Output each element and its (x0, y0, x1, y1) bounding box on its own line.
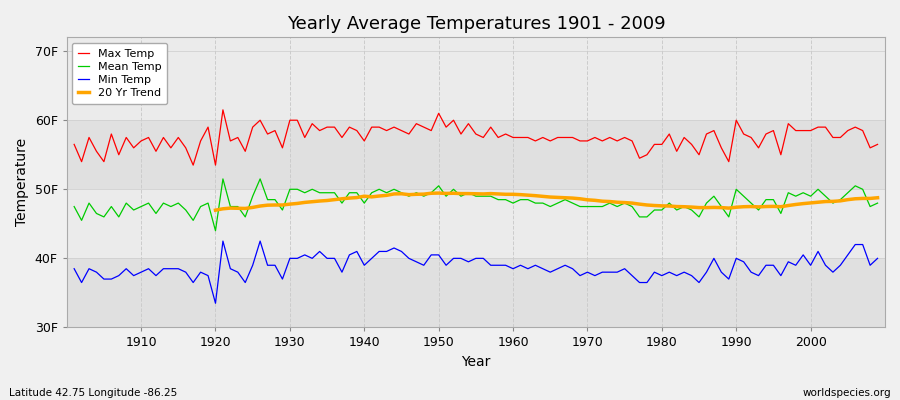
X-axis label: Year: Year (461, 355, 491, 369)
Min Temp (210, 301, 220, 306)
Min Temp (68, 266, 79, 271)
Max Temp (129, 146, 140, 150)
Min Temp (515, 263, 526, 268)
Bar (67, 51, 885, 120)
20 Yr Trend (300, 200, 310, 205)
Max Temp (218, 108, 229, 112)
Y-axis label: Temperature: Temperature (15, 138, 29, 226)
Mean Temp (612, 204, 623, 209)
Mean Temp (515, 197, 526, 202)
20 Yr Trend (783, 203, 794, 208)
Text: Latitude 42.75 Longitude -86.25: Latitude 42.75 Longitude -86.25 (9, 388, 177, 398)
20 Yr Trend (411, 192, 422, 197)
Line: Min Temp: Min Temp (74, 241, 878, 303)
Line: Max Temp: Max Temp (74, 110, 878, 165)
Legend: Max Temp, Mean Temp, Min Temp, 20 Yr Trend: Max Temp, Mean Temp, Min Temp, 20 Yr Tre… (72, 43, 167, 104)
20 Yr Trend (433, 191, 444, 196)
Bar (67, 189, 885, 258)
Mean Temp (129, 208, 140, 212)
Text: worldspecies.org: worldspecies.org (803, 388, 891, 398)
20 Yr Trend (850, 196, 860, 201)
Max Temp (307, 121, 318, 126)
Mean Temp (218, 176, 229, 181)
Max Temp (523, 135, 534, 140)
Mean Temp (872, 201, 883, 206)
Max Temp (515, 135, 526, 140)
Bar (67, 258, 885, 328)
Max Temp (612, 138, 623, 143)
Min Temp (351, 249, 362, 254)
Title: Yearly Average Temperatures 1901 - 2009: Yearly Average Temperatures 1901 - 2009 (286, 15, 665, 33)
Mean Temp (210, 228, 220, 233)
Mean Temp (68, 204, 79, 209)
20 Yr Trend (872, 195, 883, 200)
Min Temp (612, 270, 623, 274)
Line: Mean Temp: Mean Temp (74, 179, 878, 231)
Min Temp (129, 273, 140, 278)
Min Temp (218, 239, 229, 244)
Line: 20 Yr Trend: 20 Yr Trend (215, 193, 878, 210)
20 Yr Trend (768, 204, 778, 209)
20 Yr Trend (679, 204, 689, 209)
Max Temp (188, 163, 199, 168)
Mean Temp (351, 190, 362, 195)
Mean Temp (523, 197, 534, 202)
Max Temp (68, 142, 79, 147)
20 Yr Trend (210, 208, 220, 212)
Max Temp (872, 142, 883, 147)
Max Temp (351, 128, 362, 133)
Mean Temp (307, 187, 318, 192)
Min Temp (307, 256, 318, 261)
Bar (67, 120, 885, 189)
Min Temp (523, 266, 534, 271)
Min Temp (872, 256, 883, 261)
